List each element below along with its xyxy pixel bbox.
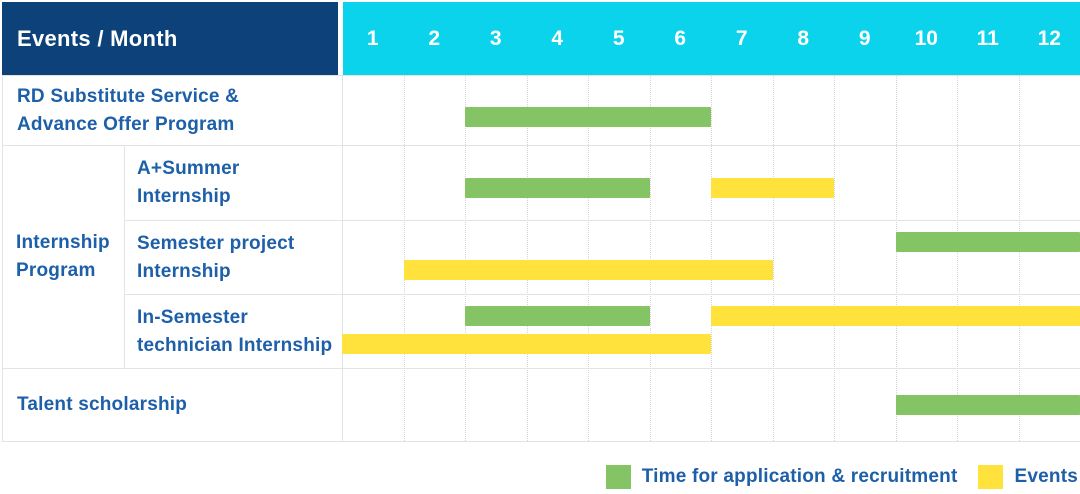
sub-column-border [124,145,125,368]
legend-item-events: Events [978,464,1078,489]
legend: Time for application & recruitment Event… [0,463,1078,490]
row-label-line: Internship [137,260,231,282]
bar-application-recruitment [465,306,650,326]
row-label-line: Talent scholarship [17,394,188,415]
legend-label: Time for application & recruitment [641,465,958,487]
group-cell-internship-program: Internship Program [2,146,123,368]
bar-application-recruitment [465,178,650,198]
month-grid-line [834,75,835,441]
month-header-cell: 4 [551,27,564,50]
row-separator [2,441,1080,442]
row-separator [124,294,1080,295]
label-column-border [342,75,343,441]
bar-events [711,178,834,198]
month-header-cell: 2 [428,27,441,50]
month-header-cell: 3 [489,27,502,50]
month-grid-line [1018,75,1020,441]
row-label-cell: In-Semester technician Internship [125,295,342,368]
row-separator [2,145,1080,146]
row-separator [2,368,1080,369]
row-label-line: Internship [137,186,231,207]
row-label-line: technician Internship [137,334,333,356]
bar-application-recruitment [895,395,1080,415]
month-grid-line [403,75,405,441]
month-grid-line [895,75,897,441]
month-header-strip [343,2,1080,75]
month-header-cell: 5 [612,27,625,50]
month-header-cell: 6 [674,27,687,50]
row-label-line: In-Semester [137,306,248,328]
month-grid-line [772,75,774,441]
row-label-cell: Semester project Internship [125,221,342,294]
bar-application-recruitment [465,107,711,127]
month-header-cell: 11 [976,27,999,50]
legend-swatch-green [605,464,631,489]
month-grid-line [957,75,958,441]
month-grid-line [465,75,466,441]
row-separator [124,220,1080,221]
row-label-line: RD Substitute Service & [17,85,240,107]
bar-events [711,306,1080,326]
legend-label: Events [1014,465,1078,487]
row-label-cell: A+Summer Internship [125,146,342,220]
bar-application-recruitment [895,232,1080,252]
month-header-cell: 7 [735,27,748,50]
row-label-line: Advance Offer Program [17,113,235,135]
month-grid-line [649,75,651,441]
row-separator [2,75,1080,76]
header-corner-cell: Events / Month [2,2,338,75]
bar-events [342,334,711,354]
row-label-line: Semester project [137,232,295,254]
row-label-line: A+Summer [137,158,240,179]
month-header-cell: 10 [914,27,938,50]
legend-swatch-yellow [978,464,1004,489]
month-header-cell: 9 [858,27,871,50]
month-header-cell: 1 [366,27,379,50]
table-left-border [2,75,3,441]
legend-item-application-recruitment: Time for application & recruitment [605,464,958,489]
month-grid-line [526,75,528,441]
month-header-cell: 8 [797,27,810,50]
row-label-cell: Talent scholarship [3,369,342,441]
bar-events [403,260,773,280]
month-header-cell: 12 [1037,27,1061,50]
month-grid-line [711,75,712,441]
group-cell-line: Program [16,260,96,281]
month-grid-line [588,75,589,441]
group-cell-line: Internship [16,232,110,253]
row-label-cell: RD Substitute Service & Advance Offer Pro… [3,76,342,145]
